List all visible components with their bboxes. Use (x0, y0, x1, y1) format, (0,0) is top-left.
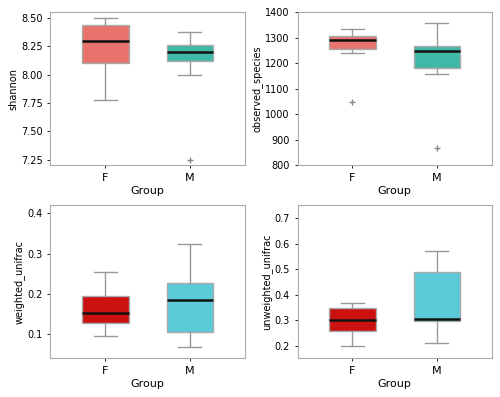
X-axis label: Group: Group (130, 379, 164, 389)
PathPatch shape (166, 45, 213, 61)
X-axis label: Group: Group (130, 186, 164, 196)
Y-axis label: weighted_unifrac: weighted_unifrac (14, 240, 24, 324)
Y-axis label: observed_species: observed_species (252, 46, 262, 132)
PathPatch shape (414, 46, 460, 68)
PathPatch shape (414, 272, 460, 321)
Y-axis label: unweighted_unifrac: unweighted_unifrac (261, 233, 272, 330)
X-axis label: Group: Group (378, 379, 412, 389)
PathPatch shape (166, 283, 213, 332)
X-axis label: Group: Group (378, 186, 412, 196)
PathPatch shape (82, 25, 128, 63)
PathPatch shape (329, 308, 376, 331)
PathPatch shape (82, 296, 128, 323)
PathPatch shape (329, 36, 376, 49)
Y-axis label: shannon: shannon (8, 68, 18, 110)
